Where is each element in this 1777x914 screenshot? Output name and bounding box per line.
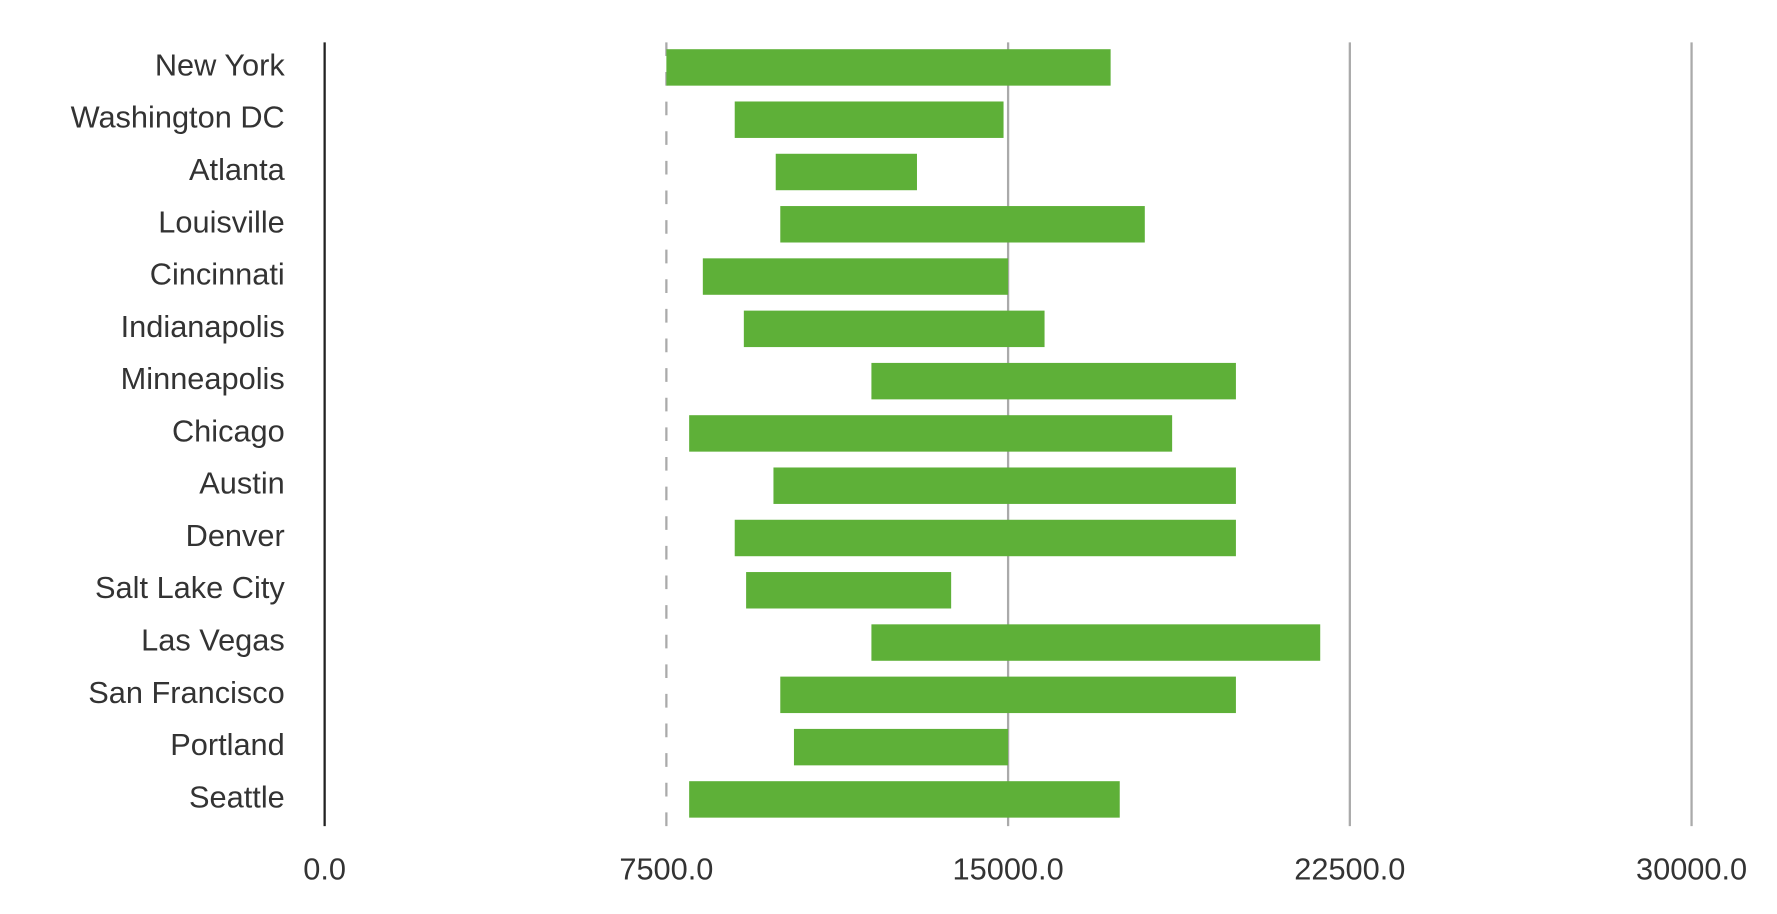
category-label: Washington DC <box>71 100 285 135</box>
x-tick-labels: 0.0 7500.0 15000.0 22500.0 30000.0 <box>303 852 1747 887</box>
bar <box>734 519 1236 557</box>
x-tick-label: 0.0 <box>303 852 346 887</box>
category-label: Indianapolis <box>121 309 285 344</box>
category-label: Las Vegas <box>141 623 285 658</box>
x-tick-label: 30000.0 <box>1636 852 1747 887</box>
bar <box>702 258 1009 295</box>
category-label: Cincinnati <box>150 257 285 292</box>
category-label: San Francisco <box>88 675 285 710</box>
bar <box>734 101 1004 138</box>
category-label: Seattle <box>189 779 285 814</box>
bars <box>666 49 1321 818</box>
bar <box>780 676 1236 714</box>
bar <box>689 415 1173 452</box>
category-label: Austin <box>199 466 284 501</box>
category-label: Denver <box>186 518 285 553</box>
category-label: Minneapolis <box>121 361 285 396</box>
bar <box>793 728 1009 766</box>
bar <box>743 310 1045 348</box>
x-tick-label: 22500.0 <box>1294 852 1405 887</box>
bar <box>689 781 1120 818</box>
x-tick-label: 15000.0 <box>953 852 1064 887</box>
category-label: Louisville <box>158 204 284 239</box>
bar <box>871 362 1236 400</box>
category-label: Portland <box>170 727 285 762</box>
category-label: New York <box>155 47 286 82</box>
category-label: Atlanta <box>189 152 286 187</box>
bar <box>871 624 1321 661</box>
bar <box>666 49 1111 86</box>
category-labels: New York Washington DC Atlanta Louisville Ci… <box>71 47 286 814</box>
bar <box>773 467 1236 504</box>
category-label: Chicago <box>172 413 285 448</box>
bar <box>775 153 917 191</box>
bar <box>746 572 952 609</box>
bar <box>780 206 1145 243</box>
x-tick-label: 7500.0 <box>619 852 713 887</box>
category-label: Salt Lake City <box>95 570 285 605</box>
